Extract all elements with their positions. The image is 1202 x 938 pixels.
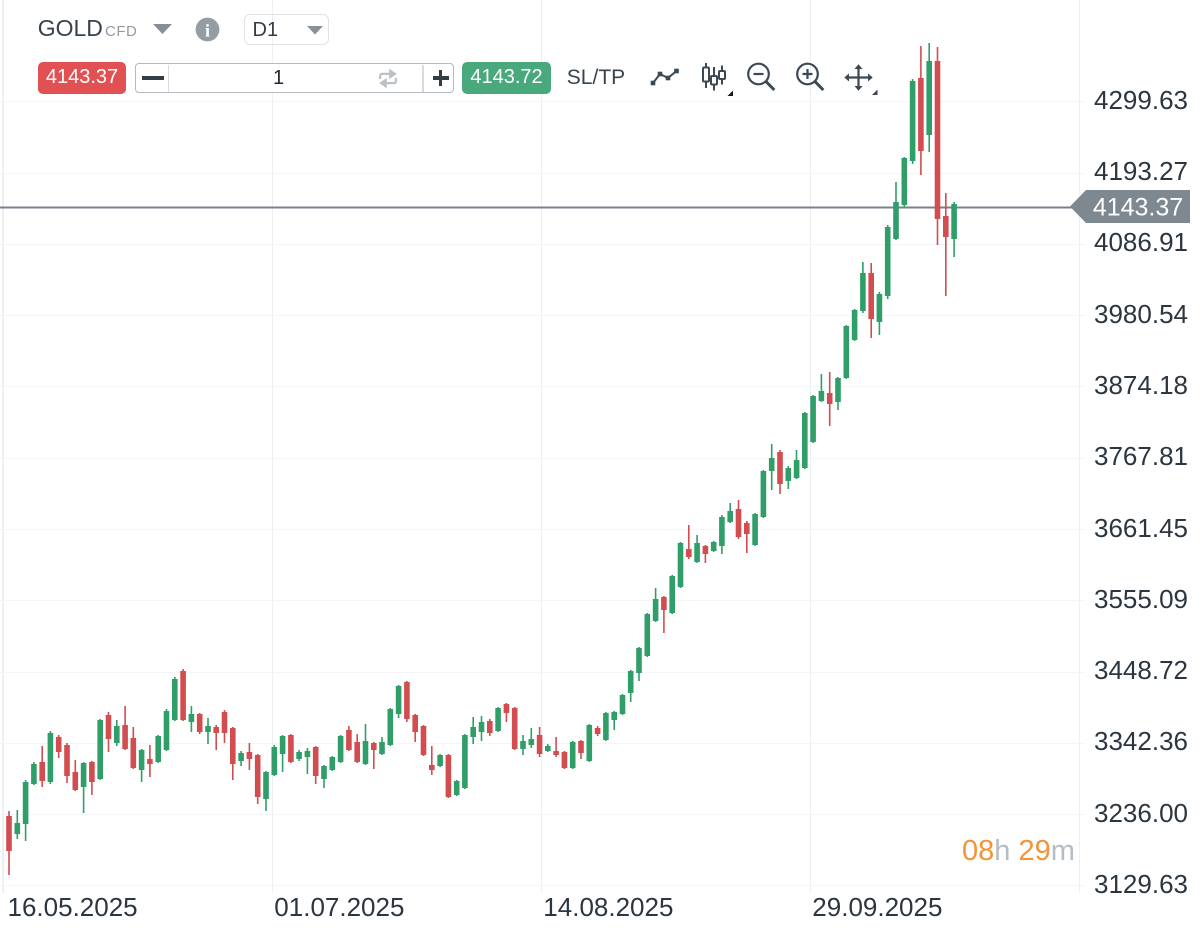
svg-text:i: i <box>205 20 210 40</box>
svg-text:4143.37: 4143.37 <box>1093 193 1183 221</box>
